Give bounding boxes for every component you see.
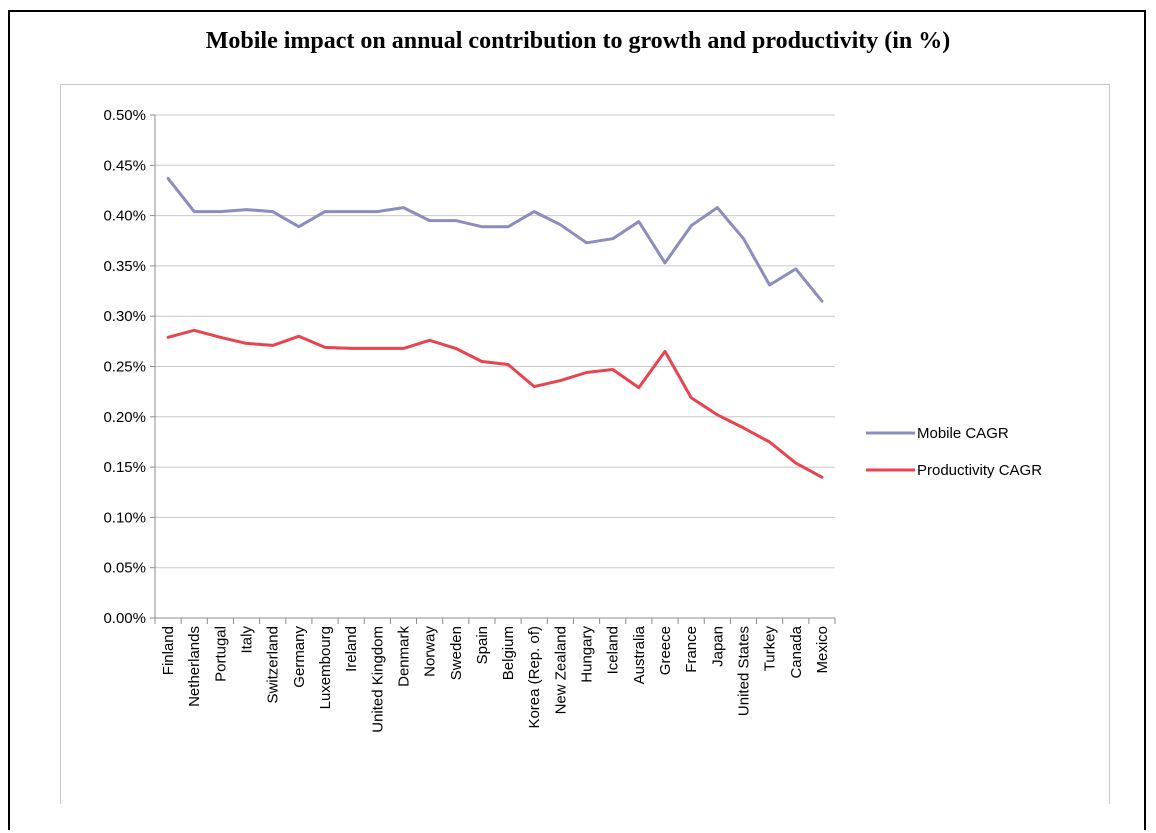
y-tick-label: 0.15% [103, 459, 146, 476]
chart-title: Mobile impact on annual contribution to … [205, 28, 951, 54]
x-tick-label: New Zealand [552, 626, 569, 714]
x-tick-label: Finland [160, 626, 177, 675]
series-line-productivity-cagr [166, 328, 824, 479]
x-tick-label: Belgium [500, 626, 517, 680]
y-tick-label: 0.20% [103, 409, 146, 426]
x-tick-label: Australia [631, 625, 648, 684]
x-tick-labels: Finland Netherlands Portugal Italy Switzerla… [160, 625, 831, 732]
x-tick-label: Mexico [814, 626, 831, 674]
y-tick-label: 0.05% [103, 560, 146, 577]
x-tick-label: Turkey [762, 626, 779, 672]
x-tick-label: Ireland [343, 626, 360, 672]
x-tick-label: Luxembourg [317, 626, 334, 709]
series-lines [166, 176, 824, 479]
y-tick-label: 0.25% [103, 359, 146, 376]
y-tick-label: 0.35% [103, 258, 146, 275]
x-tick-label: Germany [291, 626, 308, 688]
figure-frame [8, 10, 1146, 830]
x-tick-label: Spain [474, 626, 491, 664]
legend-label: Mobile CAGR [917, 425, 1009, 442]
y-tick-label: 0.50% [103, 107, 146, 124]
x-tick-label: France [683, 626, 700, 673]
x-tick-label: Japan [709, 626, 726, 667]
x-tick-label: United States [735, 626, 752, 716]
x-tick-label: Norway [422, 626, 439, 677]
y-tick-label: 0.30% [103, 308, 146, 325]
x-tick-label: Denmark [395, 626, 412, 687]
y-tick-labels: 0.00% 0.05% 0.10% 0.15% 0.20% 0.25% 0.30% 0.35%… [103, 107, 146, 627]
x-tick-label: Portugal [212, 626, 229, 682]
y-tick-label: 0.40% [103, 208, 146, 225]
x-tick-label: United Kingdom [369, 626, 386, 733]
y-tick-label: 0.45% [103, 157, 146, 174]
x-tick-label: Iceland [605, 626, 622, 674]
x-tick-label: Hungary [579, 626, 596, 683]
y-tick-label: 0.10% [103, 509, 146, 526]
chart-panel [60, 84, 1110, 804]
x-tick-label: Canada [788, 625, 805, 678]
axes [150, 114, 836, 624]
x-tick-label: Switzerland [265, 626, 282, 704]
x-tick-label: Greece [657, 626, 674, 675]
y-tick-label: 0.00% [103, 610, 146, 627]
series-line-mobile-cagr [166, 176, 824, 303]
x-tick-label: Korea (Rep. of) [526, 626, 543, 729]
legend-label: Productivity CAGR [917, 462, 1042, 479]
x-tick-label: Netherlands [186, 626, 203, 707]
x-tick-label: Sweden [448, 626, 465, 680]
x-tick-label: Italy [239, 626, 256, 654]
gridlines [155, 114, 835, 569]
legend: Mobile CAGR Productivity CAGR [866, 425, 1042, 479]
